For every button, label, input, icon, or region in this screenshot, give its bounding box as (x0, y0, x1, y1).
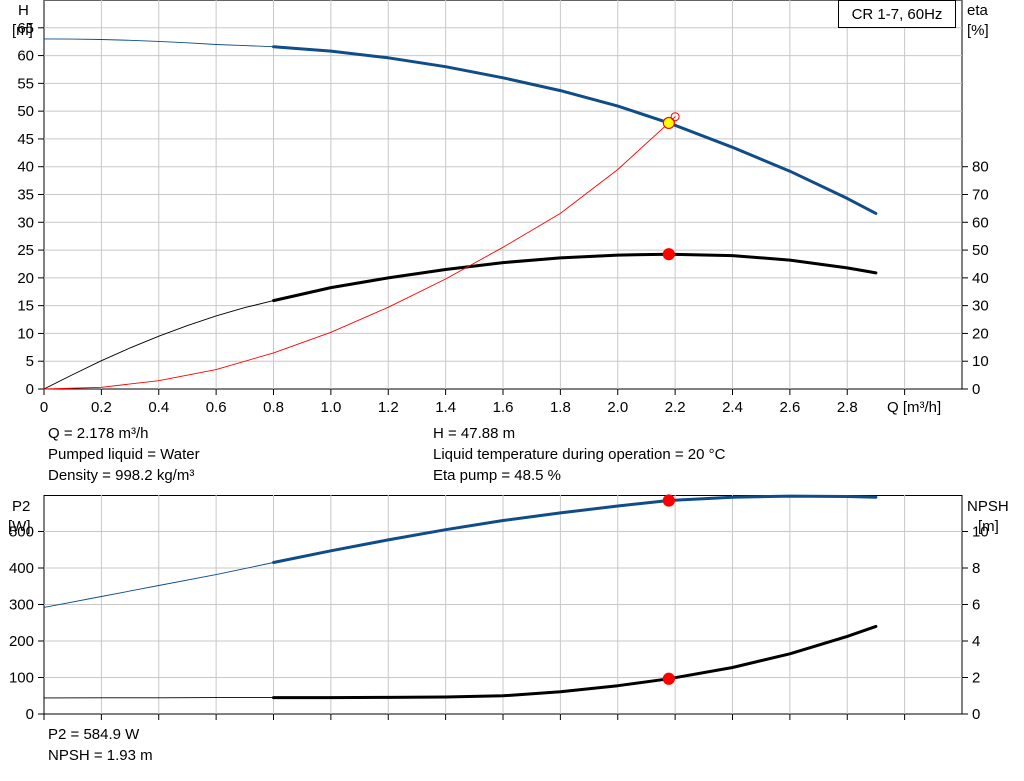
power-npsh-y-left-tick-label: 0 (26, 706, 34, 723)
y-right-axis-unit: [%] (967, 22, 989, 39)
x-tick-label: 2.0 (607, 399, 628, 416)
performance-y-left-tick-label: 50 (17, 103, 34, 120)
performance-y-right-tick-label: 80 (972, 159, 989, 176)
x-tick-label: 0.4 (148, 399, 169, 416)
power-npsh-y-right-tick-label: 2 (972, 670, 980, 687)
power-npsh-series-0-extrapolated-line (43, 562, 274, 608)
x-axis-label: Q [m³/h] (887, 399, 941, 416)
x-tick-label: 0.2 (91, 399, 112, 416)
system-curve-endpoint (670, 112, 680, 122)
power-npsh-y-left-tick-label: 200 (9, 633, 34, 650)
x-tick-label: 2.2 (665, 399, 686, 416)
head-readout: H = 47.88 m (433, 425, 516, 442)
performance-series-1-extrapolated-line (43, 300, 274, 390)
x-tick-label: 2.8 (837, 399, 858, 416)
y-left-axis-label: H (18, 2, 29, 19)
power-npsh-y-left-tick-label: 100 (9, 670, 34, 687)
power-npsh-y-left-tick-label: 500 (9, 524, 34, 541)
eta-pump-readout: Eta pump = 48.5 % (433, 467, 561, 484)
performance-y-left-tick-label: 60 (17, 48, 34, 65)
power-npsh-y-right-tick-label: 4 (972, 633, 980, 650)
p2-readout: P2 = 584.9 W (48, 726, 140, 743)
power-npsh-y-right-tick-label: 6 (972, 597, 980, 614)
y-right-axis-unit: [m] (978, 518, 999, 535)
pumped-liquid-readout: Pumped liquid = Water (48, 446, 200, 463)
x-tick-label: 0 (40, 399, 48, 416)
x-tick-label: 0.6 (206, 399, 227, 416)
performance-y-right-tick-label: 50 (972, 242, 989, 259)
x-tick-label: 2.6 (779, 399, 800, 416)
x-tick-label: 1.4 (435, 399, 456, 416)
x-tick-label: 1.6 (493, 399, 514, 416)
power-npsh-y-left-tick-label: 300 (9, 597, 34, 614)
npsh-readout: NPSH = 1.93 m (48, 747, 153, 764)
performance-y-right-tick-label: 30 (972, 298, 989, 315)
x-tick-label: 1.0 (320, 399, 341, 416)
performance-y-left-tick-label: 65 (17, 20, 34, 37)
power-npsh-y-left-tick-label: 400 (9, 560, 34, 577)
performance-info-left: Q = 2.178 m³/h Pumped liquid = Water Den… (48, 423, 200, 486)
power-npsh-y-right-tick-label: 0 (972, 706, 980, 723)
performance-y-right-tick-label: 40 (972, 270, 989, 287)
performance-y-right-tick-label: 10 (972, 353, 989, 370)
performance-info-right: H = 47.88 m Liquid temperature during op… (433, 423, 725, 486)
power-npsh-operating-point-0 (662, 494, 675, 507)
x-tick-label: 2.4 (722, 399, 743, 416)
power-info: P2 = 584.9 W NPSH = 1.93 m (48, 724, 153, 766)
performance-y-left-tick-label: 40 (17, 159, 34, 176)
power-npsh-y-right-tick-label: 10 (972, 524, 989, 541)
performance-y-left-tick-label: 35 (17, 187, 34, 204)
power-npsh-operating-point-1 (662, 672, 675, 685)
performance-y-right-tick-label: 20 (972, 325, 989, 342)
y-left-axis-label: P2 (12, 498, 30, 515)
y-right-axis-label: eta (967, 2, 989, 19)
y-right-axis-label: NPSH (967, 498, 1009, 515)
performance-series-0-line (272, 45, 878, 215)
liquid-temperature-readout: Liquid temperature during operation = 20… (433, 446, 726, 463)
performance-series-2-line (43, 116, 676, 390)
power-npsh-series-0-line (272, 494, 878, 564)
performance-y-left-tick-label: 20 (17, 270, 34, 287)
y-left-axis-unit: [m] (12, 22, 33, 39)
x-tick-label: 0.8 (263, 399, 284, 416)
performance-y-left-tick-label: 30 (17, 214, 34, 231)
performance-y-right-tick-label: 0 (972, 381, 980, 398)
power-npsh-y-right-tick-label: 8 (972, 560, 980, 577)
performance-operating-point-1 (662, 248, 675, 261)
performance-y-left-tick-label: 0 (26, 381, 34, 398)
y-left-axis-unit: [W] (8, 518, 31, 535)
performance-y-left-tick-label: 15 (17, 298, 34, 315)
chart-title-box (838, 0, 956, 28)
x-tick-label: 1.8 (550, 399, 571, 416)
chart-title: CR 1-7, 60Hz (852, 6, 943, 23)
performance-y-right-tick-label: 60 (972, 214, 989, 231)
performance-y-left-tick-label: 5 (26, 353, 34, 370)
performance-operating-point-0 (662, 116, 675, 130)
performance-series-0-extrapolated-line (43, 38, 274, 48)
flow-readout: Q = 2.178 m³/h (48, 425, 149, 442)
power-npsh-series-1-line (272, 624, 878, 700)
performance-y-right-tick-label: 70 (972, 187, 989, 204)
performance-series-1-line (272, 252, 878, 303)
x-tick-label: 1.2 (378, 399, 399, 416)
performance-y-left-tick-label: 45 (17, 131, 34, 148)
density-readout: Density = 998.2 kg/m³ (48, 467, 195, 484)
performance-y-left-tick-label: 10 (17, 325, 34, 342)
performance-y-left-tick-label: 55 (17, 75, 34, 92)
performance-y-left-tick-label: 25 (17, 242, 34, 259)
